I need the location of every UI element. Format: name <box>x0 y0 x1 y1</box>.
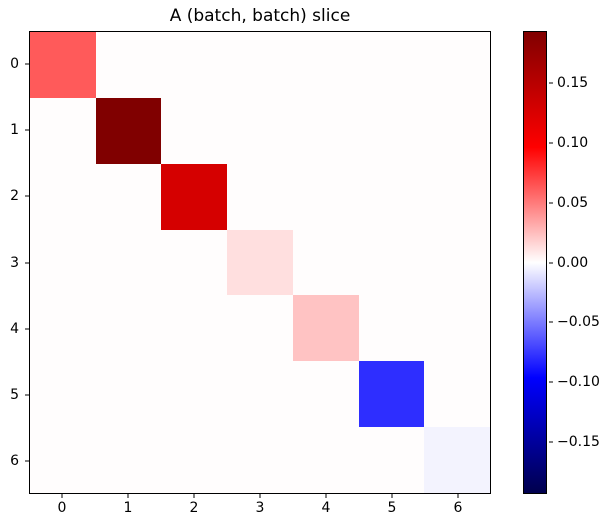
heatmap-cell <box>30 427 96 493</box>
heatmap-cell <box>161 295 227 361</box>
heatmap-cell <box>424 361 490 427</box>
heatmap-cell <box>96 427 162 493</box>
y-axis: 0 1 2 3 4 5 6 <box>0 31 29 494</box>
heatmap-cell <box>30 230 96 296</box>
heatmap-cell <box>227 295 293 361</box>
heatmap-cell <box>359 295 425 361</box>
heatmap-cell-diagonal <box>358 361 425 428</box>
colorbar-tick-mark <box>549 202 553 204</box>
colorbar-tick-mark <box>549 82 553 84</box>
colorbar-tick-label: 0.05 <box>557 194 589 211</box>
heatmap-cell <box>424 98 490 164</box>
heatmap-cell-diagonal <box>95 97 162 164</box>
colorbar-tick-label: 0.15 <box>557 74 589 91</box>
colorbar-tick-label: −0.10 <box>557 374 600 391</box>
heatmap-cell-diagonal <box>30 32 96 98</box>
x-tick-label: 3 <box>255 500 265 516</box>
heatmap-cell <box>30 295 96 361</box>
colorbar-tick-label: −0.15 <box>557 434 600 451</box>
x-tick-label: 2 <box>189 500 199 516</box>
heatmap-cell <box>96 361 162 427</box>
heatmap-cell <box>359 427 425 493</box>
heatmap-cell <box>424 230 490 296</box>
y-tick-label: 0 <box>10 56 19 73</box>
y-tick-label: 2 <box>10 188 19 205</box>
colorbar-tick-mark <box>549 381 553 383</box>
y-tick-label: 1 <box>10 122 19 139</box>
y-tick-mark <box>25 195 29 197</box>
heatmap-cell <box>293 427 359 493</box>
heatmap-cell <box>293 164 359 230</box>
y-tick-label: 3 <box>10 254 19 271</box>
colorbar-tick-mark <box>549 441 553 443</box>
heatmap-cell <box>96 32 162 98</box>
heatmap-cell <box>161 98 227 164</box>
heatmap-cell <box>359 32 425 98</box>
heatmap-cell-diagonal <box>424 427 490 493</box>
heatmap-cell <box>293 361 359 427</box>
x-tick-mark <box>61 494 63 498</box>
colorbar-tick-label: 0.10 <box>557 134 589 151</box>
heatmap-cell <box>359 98 425 164</box>
x-tick-mark <box>325 494 327 498</box>
heatmap-cell <box>293 98 359 164</box>
x-tick-mark <box>259 494 261 498</box>
heatmap-cell <box>161 427 227 493</box>
x-tick-label: 1 <box>123 500 133 516</box>
x-tick-label: 0 <box>57 500 67 516</box>
heatmap-cell <box>227 361 293 427</box>
heatmap-cell <box>96 295 162 361</box>
heatmap-cell <box>293 230 359 296</box>
y-tick-label: 5 <box>10 386 19 403</box>
heatmap-cell <box>293 32 359 98</box>
x-tick-mark <box>127 494 129 498</box>
heatmap-cell-diagonal <box>161 163 228 230</box>
colorbar-axis: 0.15 0.10 0.05 0.00 −0.05 −0.10 −0.15 <box>549 31 605 494</box>
chart-title: A (batch, batch) slice <box>169 6 351 26</box>
y-tick-mark <box>25 262 29 263</box>
x-tick-mark <box>193 494 195 498</box>
y-tick-mark <box>25 394 29 396</box>
y-tick-mark <box>25 460 29 462</box>
x-tick-label: 5 <box>387 500 397 516</box>
colorbar-tick-mark <box>549 142 553 144</box>
heatmap-cell <box>96 164 162 230</box>
colorbar-tick-mark <box>549 262 553 263</box>
heatmap-cell <box>227 164 293 230</box>
heatmap-cell <box>424 164 490 230</box>
colorbar-tick-mark <box>549 321 553 323</box>
x-tick-label: 4 <box>321 500 331 516</box>
y-tick-label: 4 <box>10 320 19 337</box>
heatmap-cell <box>359 230 425 296</box>
heatmap-cell <box>359 164 425 230</box>
heatmap-cell <box>30 361 96 427</box>
x-tick-mark <box>457 494 459 498</box>
x-axis: 0 1 2 3 4 5 6 <box>29 494 491 520</box>
y-tick-mark <box>25 328 29 330</box>
x-tick-mark <box>391 494 393 498</box>
colorbar-tick-label: −0.05 <box>557 314 600 331</box>
colorbar <box>523 31 547 494</box>
heatmap-cell <box>227 32 293 98</box>
heatmap-cell <box>424 295 490 361</box>
heatmap-cell <box>30 98 96 164</box>
heatmap-cell <box>227 427 293 493</box>
heatmap-cell <box>227 98 293 164</box>
heatmap-cell <box>424 32 490 98</box>
y-tick-mark <box>25 63 29 65</box>
x-tick-label: 6 <box>453 500 463 516</box>
heatmap-cell <box>161 32 227 98</box>
heatmap-cell-diagonal <box>292 295 359 362</box>
y-tick-mark <box>25 129 29 131</box>
y-tick-label: 6 <box>10 452 19 469</box>
heatmap-cell <box>96 230 162 296</box>
heatmap-plot-area <box>29 31 491 494</box>
colorbar-tick-label: 0.00 <box>557 254 589 271</box>
heatmap-cell <box>161 361 227 427</box>
heatmap-cell <box>30 164 96 230</box>
heatmap-cell <box>161 230 227 296</box>
heatmap-cell-diagonal <box>227 229 293 296</box>
